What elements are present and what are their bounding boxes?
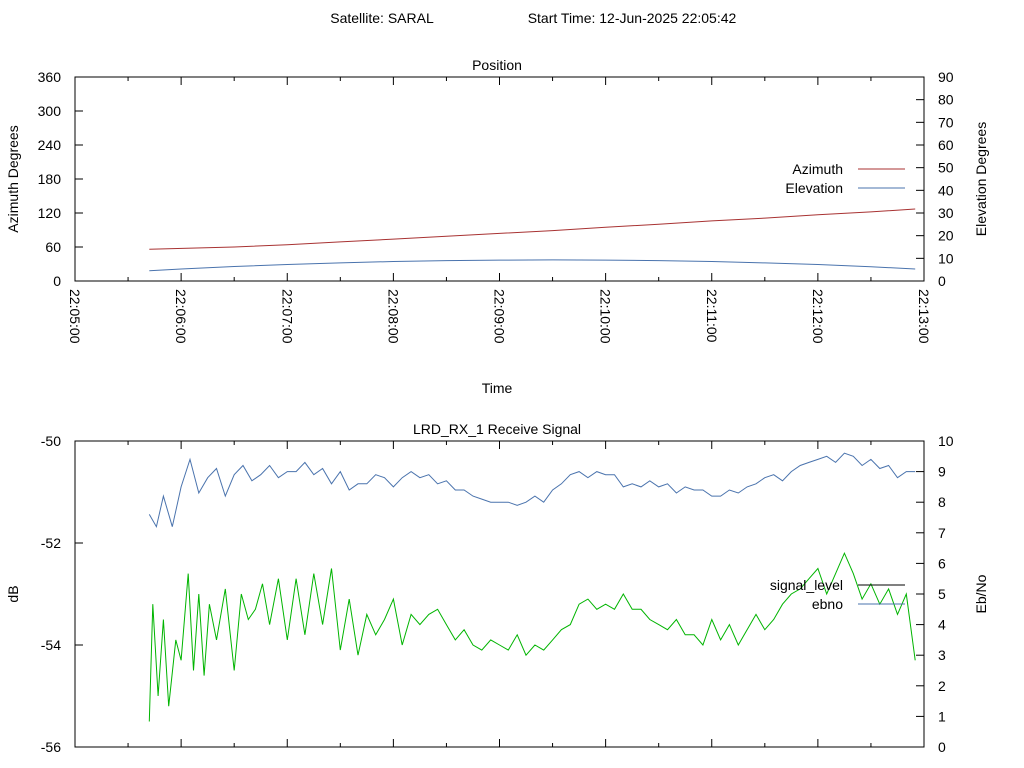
elevation-tick-label: 0	[938, 273, 946, 289]
ebno-tick-label: 10	[938, 433, 954, 449]
azimuth-tick-label: 0	[53, 273, 61, 289]
time-tick-label: 22:05:00	[67, 289, 83, 344]
receive-signal-chart: LRD_RX_1 Receive Signal dB Eb/No -50-52-…	[5, 421, 989, 755]
elevation-tick-label: 90	[938, 69, 954, 85]
azimuth-tick-label: 300	[38, 103, 62, 119]
time-tick-label: 22:09:00	[492, 289, 508, 344]
elevation-axis-label: Elevation Degrees	[973, 122, 989, 236]
ebno-tick-label: 9	[938, 464, 946, 480]
ebno-ticks: 0 1 2 3 4 5 6 7 8 9 10	[916, 433, 954, 755]
receive-signal-legend: signal_level ebno	[770, 577, 905, 612]
azimuth-ticks: 0 60 120 180 240 300 360	[38, 69, 83, 289]
db-ticks: -50 -52 -54 -56	[41, 433, 83, 755]
ebno-tick-label: 0	[938, 739, 946, 755]
time-tick-label: 22:06:00	[173, 289, 189, 344]
ebno-tick-label: 3	[938, 647, 946, 663]
time-ticks: 22:05:00 22:06:00 22:07:00 22:08:00 22:09:00…	[67, 77, 932, 344]
satellite-label: Satellite: SARAL	[330, 10, 434, 26]
db-axis-label: dB	[5, 585, 21, 602]
time-tick-label: 22:07:00	[279, 289, 295, 344]
db-tick-label: -50	[41, 433, 61, 449]
db-tick-label: -54	[41, 637, 61, 653]
ebno-tick-label: 5	[938, 586, 946, 602]
azimuth-tick-label: 240	[38, 137, 62, 153]
ebno-tick-label: 4	[938, 617, 946, 633]
azimuth-tick-label: 180	[38, 171, 62, 187]
ebno-tick-label: 6	[938, 555, 946, 571]
signal-level-line	[148, 551, 916, 722]
azimuth-tick-label: 120	[38, 205, 62, 221]
ebno-tick-label: 2	[938, 678, 946, 694]
elevation-tick-label: 70	[938, 114, 954, 130]
time-tick-label: 22:12:00	[810, 289, 826, 344]
time-axis-label: Time	[482, 380, 513, 396]
elevation-ticks: 0 10 20 30 40 50 60 70 80 90	[916, 69, 954, 289]
legend-elevation-label: Elevation	[785, 180, 843, 196]
elevation-tick-label: 80	[938, 92, 954, 108]
elevation-tick-label: 40	[938, 182, 954, 198]
elevation-tick-label: 30	[938, 205, 954, 221]
ebno-tick-label: 1	[938, 708, 946, 724]
receive-signal-series	[148, 452, 916, 722]
time-tick-label: 22:10:00	[598, 289, 614, 344]
elevation-tick-label: 10	[938, 250, 954, 266]
legend-azimuth-label: Azimuth	[792, 161, 843, 177]
elevation-tick-label: 20	[938, 228, 954, 244]
ebno-line	[148, 452, 916, 529]
time-tick-label: 22:11:00	[704, 289, 720, 343]
legend-ebno-label: ebno	[812, 596, 843, 612]
ebno-axis-label: Eb/No	[973, 574, 989, 613]
db-tick-label: -52	[41, 535, 61, 551]
elevation-tick-label: 60	[938, 137, 954, 153]
position-plot-frame	[74, 76, 925, 282]
azimuth-line	[149, 208, 916, 250]
position-legend: Azimuth Elevation	[785, 161, 905, 196]
azimuth-tick-label: 360	[38, 69, 62, 85]
start-time-label: Start Time: 12-Jun-2025 22:05:42	[528, 10, 737, 26]
db-tick-label: -56	[41, 739, 61, 755]
elevation-tick-label: 50	[938, 160, 954, 176]
receive-time-ticks	[74, 441, 925, 747]
position-chart: Position Azimuth Degrees Elevation Degre…	[5, 57, 989, 396]
time-tick-label: 22:08:00	[385, 289, 401, 344]
azimuth-axis-label: Azimuth Degrees	[5, 125, 21, 232]
receive-signal-chart-title: LRD_RX_1 Receive Signal	[413, 421, 581, 437]
position-chart-title: Position	[472, 57, 522, 73]
time-tick-label: 22:13:00	[916, 289, 932, 344]
ebno-tick-label: 7	[938, 525, 946, 541]
legend-signal-level-label: signal_level	[770, 577, 843, 593]
position-series	[149, 208, 916, 272]
ebno-tick-label: 8	[938, 494, 946, 510]
elevation-line	[149, 259, 916, 272]
azimuth-tick-label: 60	[45, 239, 61, 255]
